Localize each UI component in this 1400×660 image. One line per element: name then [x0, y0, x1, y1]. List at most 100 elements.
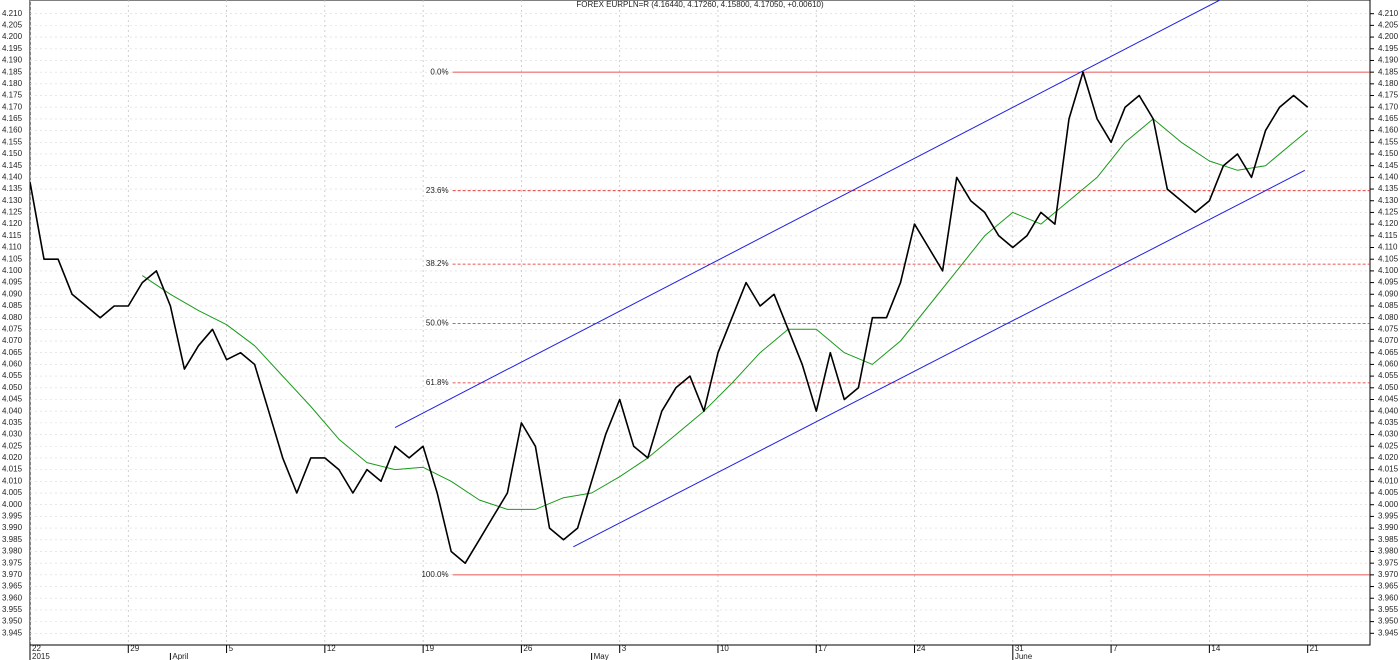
y-tick-label-right: 4.155 — [1378, 137, 1399, 146]
y-tick-label-right: 4.010 — [1378, 476, 1399, 485]
y-tick-label: 4.110 — [2, 243, 22, 252]
x-tick-label: 31 — [1015, 644, 1024, 653]
y-tick-label: 4.005 — [2, 488, 23, 497]
y-tick-label: 3.980 — [2, 547, 23, 556]
y-tick-label: 3.950 — [2, 617, 23, 626]
y-tick-label: 4.020 — [2, 453, 23, 462]
y-tick-label: 4.165 — [2, 114, 23, 123]
y-tick-label-right: 4.190 — [1378, 56, 1399, 65]
y-tick-label-right: 4.080 — [1378, 313, 1399, 322]
trendline — [573, 169, 1306, 548]
y-tick-label: 4.085 — [2, 301, 23, 310]
y-tick-label: 4.180 — [2, 79, 23, 88]
y-tick-label-right: 4.180 — [1378, 79, 1399, 88]
y-tick-label-right: 4.210 — [1378, 9, 1399, 18]
y-tick-label-right: 3.980 — [1378, 547, 1399, 556]
y-tick-label-right: 4.020 — [1378, 453, 1399, 462]
x-sublabel: June — [1015, 652, 1033, 660]
y-tick-label-right: 4.125 — [1378, 208, 1399, 217]
y-tick-label: 3.945 — [2, 628, 23, 637]
y-tick-label: 4.205 — [2, 20, 23, 29]
series-line — [142, 118, 1309, 510]
y-tick-label: 3.990 — [2, 523, 23, 532]
x-tick-label: 29 — [130, 644, 139, 653]
y-tick-label-right: 4.070 — [1378, 336, 1399, 345]
y-tick-label-right: 3.975 — [1378, 558, 1399, 567]
y-tick-label: 4.140 — [2, 172, 23, 181]
y-tick-label-right: 4.085 — [1378, 301, 1399, 310]
y-tick-label: 4.210 — [2, 9, 23, 18]
y-tick-label-right: 4.130 — [1378, 196, 1399, 205]
y-tick-label-right: 4.055 — [1378, 371, 1399, 380]
y-tick-label-right: 4.115 — [1378, 231, 1398, 240]
y-tick-label: 4.115 — [2, 231, 22, 240]
y-tick-label: 4.145 — [2, 161, 23, 170]
y-tick-label: 4.050 — [2, 383, 23, 392]
y-tick-label-right: 4.105 — [1378, 254, 1399, 263]
y-tick-label: 4.040 — [2, 406, 23, 415]
y-tick-label: 4.065 — [2, 348, 23, 357]
y-tick-label: 4.015 — [2, 465, 23, 474]
y-tick-label: 4.035 — [2, 418, 23, 427]
series-line — [30, 71, 1309, 564]
fib-label: 38.2% — [426, 259, 449, 268]
y-tick-label: 4.055 — [2, 371, 23, 380]
y-tick-label-right: 4.035 — [1378, 418, 1399, 427]
x-tick-label: 5 — [229, 644, 234, 653]
y-tick-label-right: 3.995 — [1378, 512, 1399, 521]
y-tick-label: 4.155 — [2, 137, 23, 146]
y-tick-label: 4.070 — [2, 336, 23, 345]
x-tick-label: 26 — [523, 644, 532, 653]
y-tick-label-right: 4.005 — [1378, 488, 1399, 497]
y-tick-label-right: 4.095 — [1378, 278, 1399, 287]
y-tick-label-right: 4.160 — [1378, 126, 1399, 135]
y-tick-label: 4.185 — [2, 67, 23, 76]
y-tick-label-right: 4.165 — [1378, 114, 1399, 123]
trendline — [394, 0, 1221, 428]
y-tick-label-right: 4.030 — [1378, 430, 1399, 439]
y-tick-label: 3.985 — [2, 535, 23, 544]
y-tick-label-right: 4.150 — [1378, 149, 1399, 158]
y-tick-label: 4.030 — [2, 430, 23, 439]
y-tick-label: 3.955 — [2, 605, 23, 614]
x-sublabel: May — [594, 652, 609, 660]
y-tick-label-right: 4.170 — [1378, 102, 1399, 111]
y-tick-label: 3.975 — [2, 558, 23, 567]
y-tick-label-right: 4.015 — [1378, 465, 1399, 474]
y-tick-label: 4.090 — [2, 289, 23, 298]
fib-label: 100.0% — [421, 570, 448, 579]
x-sublabel: April — [172, 652, 188, 660]
x-tick-label: 3 — [622, 644, 627, 653]
y-tick-label-right: 4.040 — [1378, 406, 1399, 415]
y-tick-label: 4.200 — [2, 32, 23, 41]
y-tick-label: 4.170 — [2, 102, 23, 111]
y-tick-label-right: 4.050 — [1378, 383, 1399, 392]
y-tick-label-right: 3.960 — [1378, 593, 1399, 602]
y-tick-label: 4.150 — [2, 149, 23, 158]
y-tick-label: 4.045 — [2, 395, 23, 404]
y-tick-label-right: 4.205 — [1378, 20, 1399, 29]
y-tick-label-right: 4.110 — [1378, 243, 1398, 252]
y-tick-label-right: 4.090 — [1378, 289, 1399, 298]
y-tick-label-right: 4.060 — [1378, 360, 1399, 369]
y-tick-label: 3.970 — [2, 570, 23, 579]
y-tick-label-right: 3.945 — [1378, 628, 1399, 637]
y-tick-label: 4.105 — [2, 254, 23, 263]
y-tick-label-right: 4.120 — [1378, 219, 1399, 228]
y-tick-label: 4.010 — [2, 476, 23, 485]
y-tick-label-right: 3.965 — [1378, 582, 1399, 591]
y-tick-label: 4.130 — [2, 196, 23, 205]
x-tick-label: 10 — [720, 644, 729, 653]
y-tick-label-right: 4.075 — [1378, 324, 1399, 333]
x-tick-label: 24 — [917, 644, 926, 653]
y-tick-label-right: 3.990 — [1378, 523, 1399, 532]
x-tick-label: 12 — [327, 644, 336, 653]
x-tick-label: 17 — [818, 644, 827, 653]
y-tick-label-right: 4.025 — [1378, 441, 1399, 450]
x-tick-label: 21 — [1310, 644, 1319, 653]
fib-label: 61.8% — [426, 378, 449, 387]
y-tick-label: 4.175 — [2, 91, 23, 100]
y-tick-label: 4.125 — [2, 208, 23, 217]
